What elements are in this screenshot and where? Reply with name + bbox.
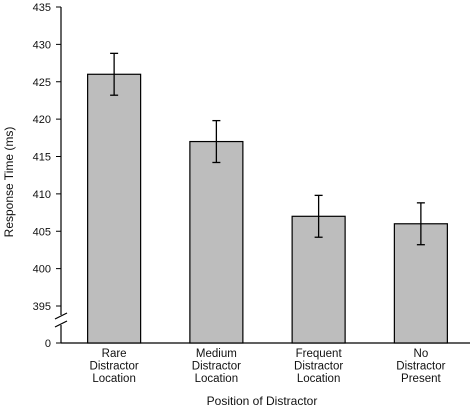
x-tick-label-line: Present xyxy=(401,373,441,385)
x-tick-label-line: Distractor xyxy=(396,361,445,373)
x-tick-label-line: Distractor xyxy=(294,361,343,373)
x-tick-label: Frequent Distractor Location xyxy=(294,348,343,385)
y-tick-label-origin: 0 xyxy=(45,338,51,350)
x-tick-label-line: Location xyxy=(297,373,340,385)
y-tick-label: 405 xyxy=(33,226,51,238)
y-tick-label: 395 xyxy=(33,301,51,313)
x-tick-label: Rare Distractor Location xyxy=(90,348,139,385)
y-tick-label: 425 xyxy=(33,77,51,89)
x-tick-label-line: Location xyxy=(92,373,135,385)
y-tick-label: 420 xyxy=(33,114,51,126)
y-tick-label: 435 xyxy=(33,2,51,14)
x-tick-label-line: Frequent xyxy=(296,348,343,360)
x-tick-label-line: Distractor xyxy=(90,361,139,373)
bar xyxy=(87,73,142,344)
x-tick-label-line: Location xyxy=(195,373,238,385)
x-tick-label-line: Distractor xyxy=(192,361,241,373)
error-bars xyxy=(110,52,425,246)
y-tick-label: 400 xyxy=(33,264,51,276)
y-tick-label: 415 xyxy=(33,152,51,164)
x-tick-label-line: Medium xyxy=(196,348,237,360)
x-tick-label-line: Rare xyxy=(102,348,127,360)
x-tick-label: Medium Distractor Location xyxy=(192,348,241,385)
x-axis-title: Position of Distractor xyxy=(207,394,318,408)
y-axis: 395 400 405 410 415 420 425 430 435 0 xyxy=(33,2,68,350)
bar xyxy=(189,140,244,344)
x-tick-label: No Distractor Present xyxy=(396,348,445,385)
axis-break-mark-upper xyxy=(54,312,68,320)
x-tick-label-line: No xyxy=(414,348,429,360)
bars xyxy=(87,73,448,344)
y-tick-label: 410 xyxy=(33,189,51,201)
y-tick-label: 430 xyxy=(33,39,51,51)
axis-break-mark-lower xyxy=(54,320,68,328)
y-axis-title: Response Time (ms) xyxy=(2,127,16,238)
